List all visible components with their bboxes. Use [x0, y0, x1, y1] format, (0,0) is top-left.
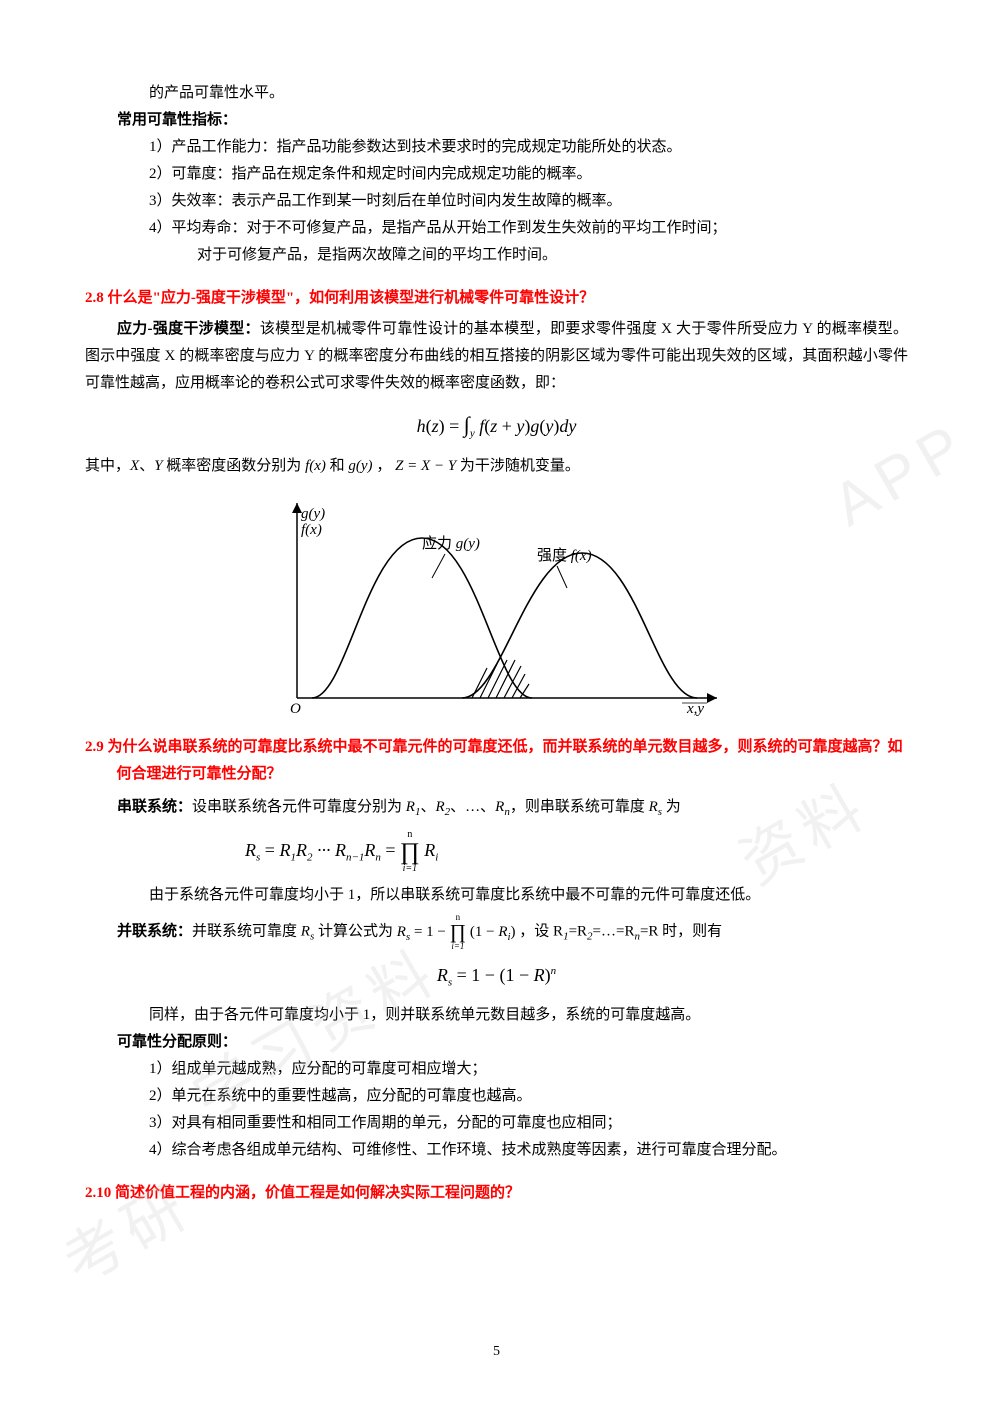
diagram-origin: O — [290, 701, 301, 717]
subsection-heading: 常用可靠性指标： — [85, 107, 908, 134]
list-item: 对于可修复产品，是指两次故障之间的平均工作时间。 — [85, 242, 908, 269]
body-text: 其中，X、Y 概率密度函数分别为 f(x) 和 g(y) ， Z = X − Y… — [85, 453, 908, 480]
list-item: 2）单元在系统中的重要性越高，应分配的可靠度也越高。 — [85, 1083, 908, 1110]
body-text: 的产品可靠性水平。 — [85, 80, 908, 107]
list-item: 3）失效率：表示产品工作到某一时刻后在单位时间内发生故障的概率。 — [85, 188, 908, 215]
diagram-stress-label: 应力 g(y) — [422, 534, 480, 552]
body-paragraph: 应力-强度干涉模型：该模型是机械零件可靠性设计的基本模型，即要求零件强度 X 大… — [85, 316, 908, 397]
list-item: 3）对具有相同重要性和相同工作周期的单元，分配的可靠度也应相同； — [85, 1110, 908, 1137]
equation: h(z) = ∫y f(z + y)g(y)dy — [85, 405, 908, 445]
body-text: 由于系统各元件可靠度均小于 1，所以串联系统可靠度比系统中最不可靠的元件可靠度还… — [85, 882, 908, 909]
list-item: 4）平均寿命：对于不可修复产品，是指产品从开始工作到发生失效前的平均工作时间； — [85, 215, 908, 242]
list-item: 1）组成单元越成熟，应分配的可靠度可相应增大； — [85, 1056, 908, 1083]
diagram-ylabel-g: g(y) — [301, 506, 325, 522]
page-number: 5 — [0, 1339, 993, 1364]
body-text: 同样，由于各元件可靠度均小于 1，则并联系统单元数目越多，系统的可靠度越高。 — [85, 1002, 908, 1029]
question-title: 2.8 什么是"应力-强度干涉模型"，如何利用该模型进行机械零件可靠性设计？ — [85, 285, 908, 312]
subsection-heading: 可靠性分配原则： — [85, 1029, 908, 1056]
term-label: 串联系统： — [117, 799, 192, 815]
question-title: 2.10 简述价值工程的内涵，价值工程是如何解决实际工程问题的？ — [85, 1180, 908, 1207]
stress-strength-diagram: g(y) f(x) 应力 g(y) 强度 f(x) O x,y — [257, 488, 737, 718]
diagram-strength-label: 强度 f(x) — [537, 547, 592, 564]
body-paragraph: 串联系统：设串联系统各元件可靠度分别为 R1、R2、…、Rn，则串联系统可靠度 … — [85, 794, 908, 823]
term-label: 并联系统： — [117, 924, 192, 940]
equation-series: Rs = R1R2 ··· Rn−1Rn = n ∏ i=1 Ri — [205, 830, 908, 874]
equation-parallel: Rs = 1 − (1 − R)n — [85, 959, 908, 993]
list-item: 2）可靠度：指产品在规定条件和规定时间内完成规定功能的概率。 — [85, 161, 908, 188]
list-item: 4）综合考虑各组成单元结构、可维修性、工作环境、技术成熟度等因素，进行可靠度合理… — [85, 1137, 908, 1164]
body-paragraph: 并联系统：并联系统可靠度 Rs 计算公式为 Rs = 1 − n ∏ i=1 (… — [85, 913, 908, 951]
watermark: 考研 — [42, 1153, 214, 1315]
term-label: 应力-强度干涉模型： — [85, 321, 260, 337]
diagram-ylabel-f: f(x) — [301, 522, 322, 538]
question-title: 2.9 为什么说串联系统的可靠度比系统中最不可靠元件的可靠度还低，而并联系统的单… — [85, 734, 908, 788]
diagram-xaxis: x,y — [686, 701, 704, 717]
list-item: 1）产品工作能力：指产品功能参数达到技术要求时的完成规定功能所处的状态。 — [85, 134, 908, 161]
